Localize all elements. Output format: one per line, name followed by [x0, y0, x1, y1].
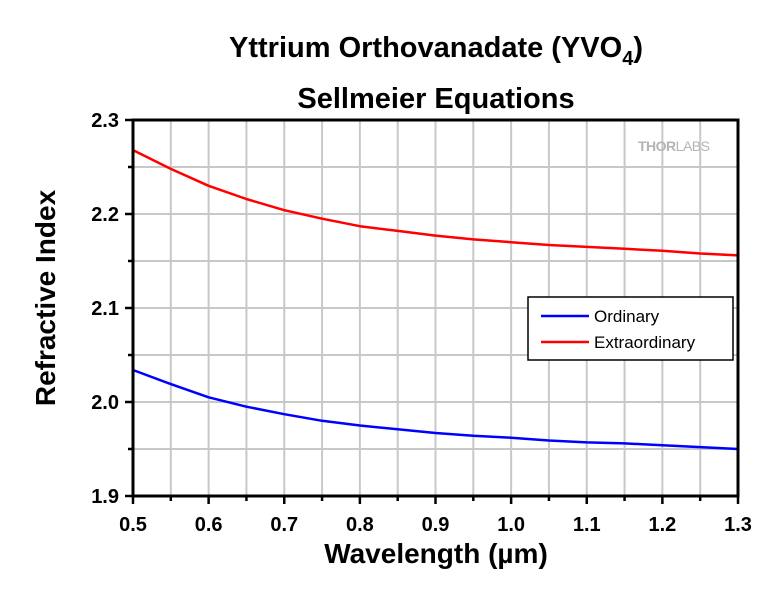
series-line-ordinary — [132, 368, 739, 451]
chart-title-subscript: 4 — [622, 48, 634, 70]
chart-subtitle: Sellmeier Equations — [297, 83, 574, 115]
legend-label-ordinary: Ordinary — [594, 307, 660, 326]
x-tick-label: 1.2 — [648, 514, 676, 536]
y-axis-title: Refractive Index — [30, 189, 61, 406]
y-tick-label: 2.1 — [91, 298, 119, 320]
x-tick-label: 0.6 — [195, 514, 223, 536]
series-layer — [132, 148, 739, 451]
watermark-light: LABS — [676, 138, 710, 154]
x-axis-title: Wavelength (µm) — [324, 538, 548, 569]
legend-label-extraordinary: Extraordinary — [594, 333, 696, 352]
x-tick-label: 0.9 — [422, 514, 450, 536]
y-tick-label: 1.9 — [91, 486, 119, 508]
legend-box — [527, 296, 734, 361]
x-tick-label: 1.1 — [573, 514, 601, 536]
legend: Ordinary Extraordinary — [527, 296, 734, 361]
axis-ticks — [125, 118, 740, 504]
chart-title: Yttrium Orthovanadate (YVO4) — [229, 32, 643, 70]
x-tick-label: 0.7 — [270, 514, 298, 536]
x-tick-label: 0.5 — [119, 514, 147, 536]
y-tick-label: 2.0 — [91, 392, 119, 414]
x-tick-label: 1.0 — [497, 514, 525, 536]
y-tick-label: 2.2 — [91, 204, 119, 226]
x-tick-label: 1.3 — [724, 514, 752, 536]
series-line-extraordinary — [132, 148, 739, 257]
chart-title-main: Yttrium Orthovanadate (YVO — [229, 32, 622, 64]
thorlabs-watermark: THORLABS — [638, 138, 710, 154]
watermark-bold: THOR — [638, 138, 676, 154]
chart-title-close: ) — [633, 32, 643, 64]
y-tick-label: 2.3 — [91, 110, 119, 132]
x-tick-label: 0.8 — [346, 514, 374, 536]
